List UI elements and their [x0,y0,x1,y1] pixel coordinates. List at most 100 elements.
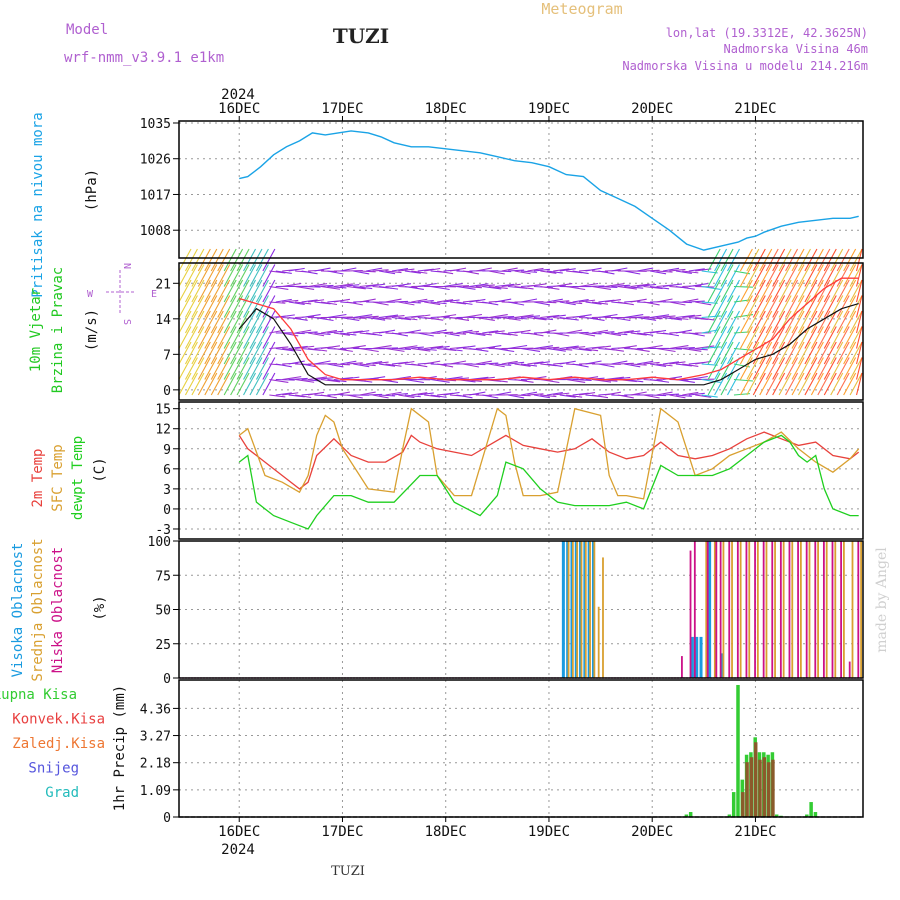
wind-barb [643,344,663,350]
wind-barb [727,341,740,365]
wind-barb [230,310,244,334]
wind-barb [785,295,799,318]
wind-barb [398,394,415,399]
wind-barb [836,357,850,380]
wind-barb [514,314,534,319]
wind-barb [746,264,760,287]
cloud-bar-2 [693,541,696,678]
wind-barb [514,363,531,367]
wind-barb [314,316,334,322]
wind-barb [391,393,408,396]
wind-barb [675,270,692,275]
wind-barb [288,301,305,305]
precip-ytick-label: 1.09 [140,784,171,799]
wind-barb [785,372,799,396]
wind-barb [378,363,396,367]
wind-barb [785,264,799,287]
wind-barb [785,310,799,334]
wind-ytick-label: 7 [163,348,171,363]
wind-barb [346,344,366,350]
wind-barb [572,298,589,303]
wind-barb [404,285,424,290]
pressure-axis-label: Pritisak na nivou mora [30,112,46,297]
cloud-bar-2 [719,541,722,678]
wind-barb [217,357,231,380]
wind-unit-label: (m/s) [84,309,100,351]
wind-barb [823,310,837,334]
wind-barb [785,248,799,272]
wind-barb [482,330,499,334]
cloud-bar-1 [731,541,733,678]
wind-barb [275,392,292,396]
wind-barb [546,298,563,303]
wind-barb [223,372,237,396]
wind-barb [810,372,824,396]
wind-barb [836,310,850,334]
wind-barb [611,284,631,288]
wind-barb [727,248,740,272]
wind-barb [598,363,615,368]
wind-barb [191,357,205,380]
wind-barb [340,360,357,365]
wind-barb [230,341,244,365]
wind-barb [275,378,295,381]
wind-barb [804,357,818,380]
wind-barb [604,332,621,337]
wind-barb [275,270,292,274]
top-day-label: 18DEC [425,101,467,117]
wind-barb [269,285,289,291]
wind-barb [333,283,353,288]
wind-barb [230,248,244,272]
wind-barb [546,270,563,274]
wind-barb [688,375,708,381]
wind-barb [746,295,760,318]
bottom-day-label: 17DEC [321,824,363,840]
wind-barb [785,341,799,365]
wind-barb [656,270,673,273]
wind-barb [314,360,331,365]
wind-barb [707,248,721,272]
cloud-bar-0 [561,541,565,678]
precip-bar-0 [731,792,736,817]
wind-barb [682,363,699,367]
wind-barb [836,264,850,287]
wind-barb [714,326,728,349]
wind-barb [197,295,211,318]
wind-barb [385,363,402,367]
wind-barb [404,329,421,334]
wind-barb [178,326,192,349]
compass-w: W [87,289,94,300]
wind-barb [695,345,715,350]
wind-barb [707,341,721,365]
wind-barb [604,391,621,396]
wind-barb [469,347,489,352]
cloud-bar-1 [705,541,708,678]
wind-barb [739,295,753,318]
wind-barb [765,357,779,380]
wind-barb [662,316,683,321]
wind-barb [236,264,250,287]
wind-barb [720,372,734,396]
wind-barb [617,285,637,290]
wind-barb [307,391,325,396]
wind-barb [191,341,205,365]
wind-barb [469,332,486,336]
wind-barb [849,310,863,334]
wind-barb [785,326,799,349]
wind-barb [210,326,224,349]
wind-barb [495,347,515,353]
wind-barb [204,372,218,396]
wind-barb [540,301,557,304]
wind-barb [752,357,766,380]
wind-barb [669,394,686,399]
wind-barb [230,357,244,380]
wind-barb [424,360,441,365]
wind-barb [727,264,740,287]
wind-barb [262,264,276,287]
wind-barb [295,285,315,291]
wind-barb [295,345,315,350]
wind-barb [210,248,224,272]
wind-barb [204,248,218,272]
wind-barb [482,285,502,290]
